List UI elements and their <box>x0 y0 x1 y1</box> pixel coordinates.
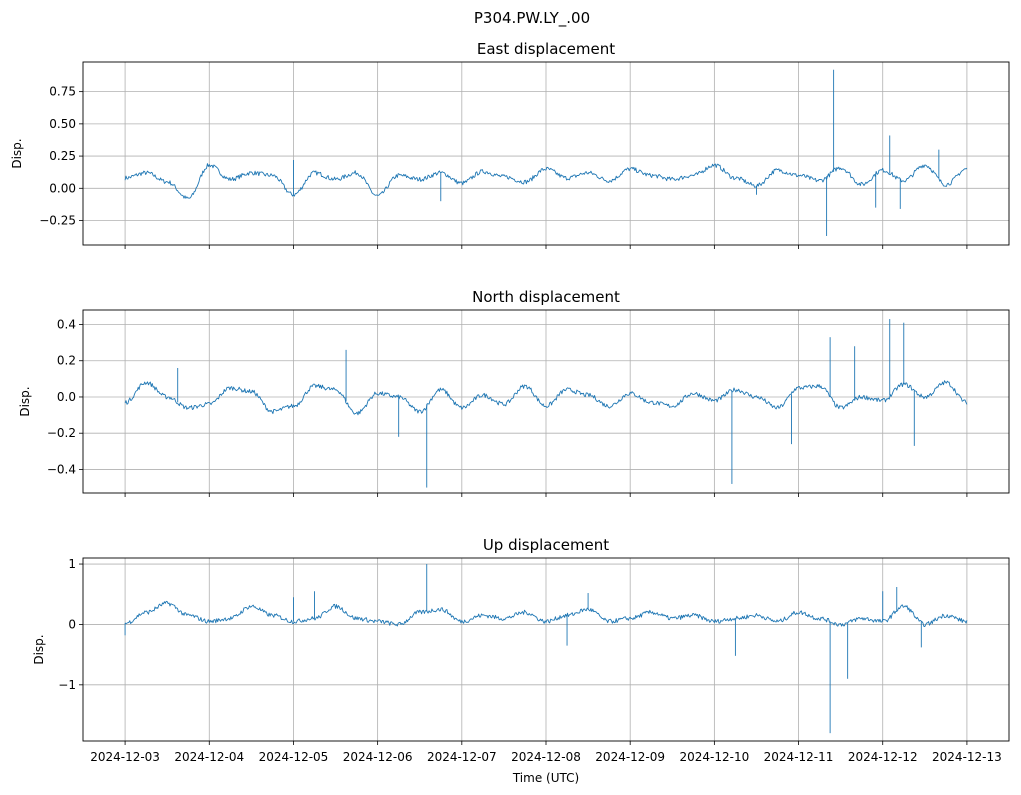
x-tick-label: 2024-12-12 <box>848 750 918 764</box>
x-tick-label: 2024-12-08 <box>511 750 581 764</box>
y-axis-label: Disp. <box>32 634 46 664</box>
y-tick-label: 0.4 <box>57 317 76 331</box>
y-tick-label: −0.2 <box>47 426 76 440</box>
y-tick-label: 1 <box>68 557 76 571</box>
figure-suptitle: P304.PW.LY_.00 <box>474 9 590 28</box>
y-tick-label: 0.75 <box>49 85 76 99</box>
x-tick-label: 2024-12-06 <box>343 750 413 764</box>
x-tick-label: 2024-12-10 <box>679 750 749 764</box>
axes-frame <box>82 309 1010 494</box>
x-tick-label: 2024-12-13 <box>932 750 1002 764</box>
panel-2: 2024-12-03 2024-12-04 2024-12-05 2024-12-06… <box>32 536 1010 764</box>
y-axis-label: Disp. <box>10 138 24 168</box>
series-line <box>124 600 968 627</box>
x-tick-label: 2024-12-05 <box>259 750 329 764</box>
x-tick-label: 2024-12-07 <box>427 750 497 764</box>
y-tick-label: −0.4 <box>47 462 76 476</box>
panel-title: North displacement <box>472 288 620 306</box>
series-line <box>124 380 968 416</box>
y-axis-label: Disp. <box>18 386 32 416</box>
x-tick-label: 2024-12-11 <box>764 750 834 764</box>
y-tick-label: 0.25 <box>49 149 76 163</box>
panel-1: −0.4 −0.2 0.0 0.2 0.4 North displacement Disp. <box>18 288 1010 497</box>
y-tick-label: 0 <box>68 617 76 631</box>
panel-0: −0.25 0.00 0.25 0.50 0.75 East displacement Di… <box>10 40 1010 249</box>
panel-title: Up displacement <box>483 536 609 554</box>
panel-title: East displacement <box>477 40 615 58</box>
x-tick-label: 2024-12-04 <box>174 750 244 764</box>
y-tick-label: 0.2 <box>57 354 76 368</box>
x-tick-label: 2024-12-03 <box>90 750 160 764</box>
y-tick-label: 0.0 <box>57 390 76 404</box>
y-tick-label: −0.25 <box>39 214 76 228</box>
axes-frame <box>82 557 1010 742</box>
x-tick-label: 2024-12-09 <box>595 750 665 764</box>
y-tick-label: 0.00 <box>49 181 76 195</box>
axes-frame <box>82 61 1010 246</box>
y-tick-label: 0.50 <box>49 117 76 131</box>
x-axis-label: Time (UTC) <box>512 771 579 785</box>
y-tick-label: −1 <box>58 678 76 692</box>
